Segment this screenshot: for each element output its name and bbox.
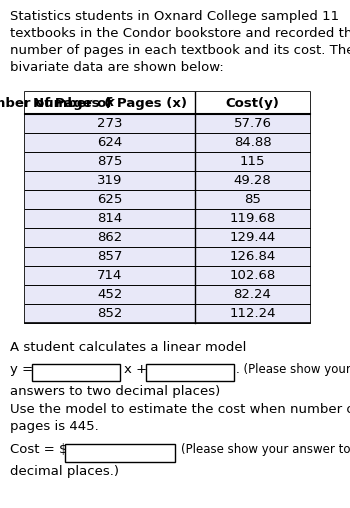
Text: 452: 452: [97, 288, 123, 301]
Bar: [32, 364, 120, 381]
Text: 112.24: 112.24: [229, 307, 276, 320]
Bar: [25, 114, 310, 133]
Text: y =: y =: [10, 363, 33, 376]
Text: 82.24: 82.24: [233, 288, 272, 301]
Text: 862: 862: [97, 231, 122, 244]
Bar: [25, 190, 310, 209]
Bar: [25, 228, 310, 247]
Bar: [25, 247, 310, 266]
Text: x: x: [106, 97, 114, 110]
Text: 85: 85: [244, 193, 261, 206]
Text: 57.76: 57.76: [233, 117, 272, 130]
Text: 624: 624: [97, 136, 122, 149]
Bar: [25, 171, 310, 190]
Text: . (Please show your: . (Please show your: [236, 363, 350, 376]
Text: 115: 115: [240, 155, 265, 168]
Text: Cost = $: Cost = $: [10, 443, 68, 456]
Text: (Please show your answer to 2: (Please show your answer to 2: [181, 443, 350, 456]
Bar: [25, 266, 310, 285]
Bar: [25, 285, 310, 304]
Text: 126.84: 126.84: [229, 250, 276, 263]
Text: 102.68: 102.68: [229, 269, 276, 282]
Text: Use the model to estimate the cost when number of
pages is 445.: Use the model to estimate the cost when …: [10, 403, 350, 433]
Bar: [25, 209, 310, 228]
Text: Number of Pages (x): Number of Pages (x): [33, 97, 187, 110]
Text: A student calculates a linear model: A student calculates a linear model: [10, 341, 246, 354]
Text: 273: 273: [97, 117, 123, 130]
Bar: [25, 133, 310, 152]
Bar: [25, 92, 310, 114]
Text: Number of Pages (: Number of Pages (: [0, 97, 110, 110]
Text: 857: 857: [97, 250, 123, 263]
Text: 49.28: 49.28: [234, 174, 271, 187]
Bar: [146, 364, 234, 381]
Bar: [25, 304, 310, 323]
Text: Cost(y): Cost(y): [225, 97, 279, 110]
Bar: [65, 444, 175, 462]
Text: x +: x +: [124, 363, 147, 376]
Text: 625: 625: [97, 193, 123, 206]
Text: 852: 852: [97, 307, 123, 320]
Text: 119.68: 119.68: [229, 212, 276, 225]
Text: 714: 714: [97, 269, 123, 282]
Text: 129.44: 129.44: [229, 231, 276, 244]
Text: 814: 814: [97, 212, 122, 225]
Bar: [25, 92, 310, 323]
Text: answers to two decimal places): answers to two decimal places): [10, 385, 220, 398]
Bar: [25, 152, 310, 171]
Text: 319: 319: [97, 174, 123, 187]
Text: Statistics students in Oxnard College sampled 11
textbooks in the Condor booksto: Statistics students in Oxnard College sa…: [10, 10, 350, 74]
Text: decimal places.): decimal places.): [10, 465, 119, 478]
Text: 84.88: 84.88: [234, 136, 271, 149]
Text: 875: 875: [97, 155, 123, 168]
